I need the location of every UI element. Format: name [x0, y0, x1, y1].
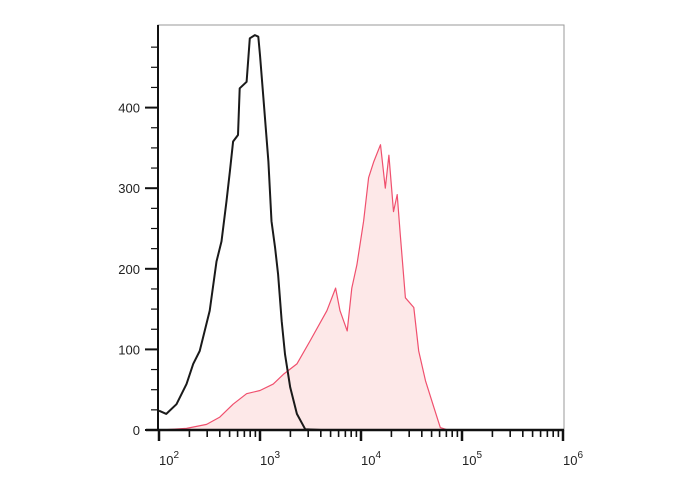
x-tick-label: 103 [260, 450, 280, 468]
x-tick-label-base: 10 [159, 453, 173, 468]
y-tick-label: 400 [118, 101, 140, 116]
x-tick-label-exponent: 2 [173, 450, 179, 461]
y-tick-label: 200 [118, 262, 140, 277]
series-0-line [158, 34, 563, 431]
y-tick-label: 300 [118, 181, 140, 196]
x-tick-label: 106 [563, 450, 583, 468]
x-tick-label: 102 [159, 450, 179, 468]
x-tick-label-exponent: 5 [476, 450, 482, 461]
x-tick-label: 104 [361, 450, 381, 468]
x-tick-label-base: 10 [462, 453, 476, 468]
series-1-fill [161, 144, 448, 430]
x-tick-label-exponent: 3 [274, 450, 280, 461]
x-tick-label-exponent: 6 [577, 450, 583, 461]
y-tick-label: 0 [133, 423, 140, 438]
x-tick-label-exponent: 4 [375, 450, 381, 461]
series-layer [158, 34, 563, 431]
x-tick-label-base: 10 [361, 453, 375, 468]
series-1-line [161, 144, 448, 431]
x-tick-label-base: 10 [260, 453, 274, 468]
x-tick-label: 105 [462, 450, 482, 468]
x-tick-label-base: 10 [563, 453, 577, 468]
y-tick-label: 100 [118, 342, 140, 357]
